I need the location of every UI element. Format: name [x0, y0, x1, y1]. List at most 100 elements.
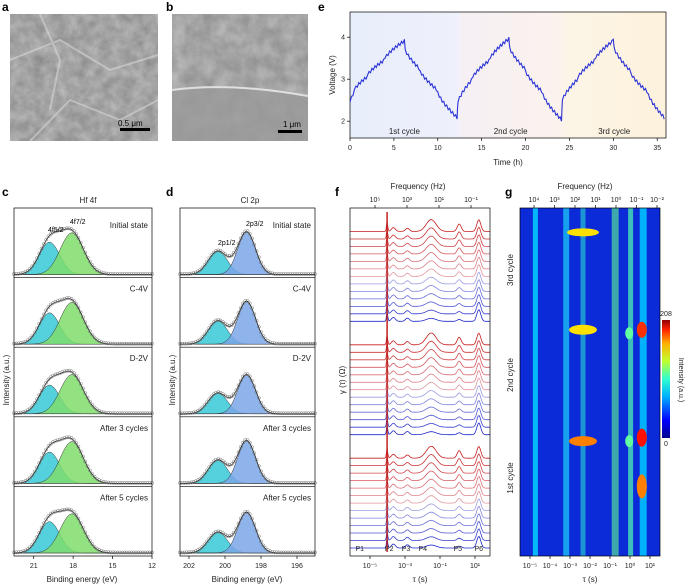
data-point — [51, 301, 55, 305]
heatmap-peak — [567, 228, 599, 237]
x-tick-label-g: 10⁻¹ — [603, 563, 617, 570]
data-point — [117, 341, 122, 346]
colorbar — [662, 320, 670, 438]
data-point — [140, 481, 145, 485]
data-point — [243, 510, 248, 514]
data-point — [283, 550, 288, 555]
y-axis-title-e: Voltage (V) — [328, 55, 337, 95]
data-point — [32, 260, 37, 265]
data-point — [225, 462, 230, 467]
data-point — [138, 341, 143, 346]
data-point — [55, 509, 60, 513]
drt-curve — [350, 301, 490, 315]
data-point — [101, 410, 106, 415]
data-point — [97, 339, 101, 343]
panel-label-b: b — [166, 0, 173, 14]
data-point — [30, 473, 35, 477]
data-point — [143, 550, 147, 555]
data-point — [265, 478, 270, 483]
envelope-line — [180, 231, 315, 275]
data-point — [147, 341, 152, 346]
data-point — [308, 341, 313, 346]
data-point — [19, 410, 23, 415]
drt-curve — [350, 414, 490, 428]
heatmap-peak — [569, 436, 597, 447]
data-point — [247, 374, 252, 379]
drt-curve — [350, 340, 490, 353]
data-point — [85, 255, 90, 260]
heatmap-band — [532, 208, 538, 556]
data-point — [83, 530, 88, 535]
data-point — [14, 550, 19, 555]
data-point — [37, 251, 42, 256]
data-point — [88, 538, 92, 543]
data-point — [14, 411, 19, 416]
data-point — [19, 550, 23, 554]
data-point — [53, 229, 58, 234]
data-point — [136, 411, 141, 416]
data-point — [28, 266, 32, 271]
drt-curve — [350, 392, 490, 406]
data-point — [115, 411, 120, 416]
data-point — [143, 411, 147, 416]
data-point — [37, 393, 42, 397]
data-point — [120, 481, 124, 485]
data-point — [295, 411, 299, 416]
data-point — [290, 411, 295, 416]
data-point — [32, 330, 37, 335]
data-point — [184, 341, 189, 346]
data-point — [25, 477, 30, 482]
panel-label-d: d — [166, 185, 173, 199]
drt-curve — [350, 369, 490, 383]
drt-curve — [350, 483, 490, 497]
data-point — [99, 479, 104, 484]
envelope-line — [14, 298, 152, 345]
data-point — [180, 272, 185, 276]
data-point — [39, 388, 44, 393]
drt-curve — [350, 505, 490, 519]
data-point — [53, 372, 58, 377]
data-point — [277, 272, 281, 276]
data-point — [127, 481, 131, 485]
data-point — [205, 259, 209, 264]
data-point — [90, 542, 95, 546]
state-label: After 3 cycles — [263, 424, 311, 433]
x-tick-label-f: 10¹ — [470, 563, 481, 570]
data-point — [19, 271, 23, 276]
data-point — [214, 390, 218, 395]
data-point — [32, 539, 37, 544]
cycle-2-band — [458, 12, 563, 138]
data-point — [263, 476, 268, 481]
data-point — [214, 318, 218, 323]
y-tick-label-e: 3 — [341, 77, 345, 84]
data-point — [55, 371, 60, 376]
data-point — [115, 550, 120, 555]
data-point — [67, 226, 72, 231]
data-point — [180, 481, 185, 485]
colorbar-title: Intensity (a.u.) — [677, 358, 684, 402]
drt-heatmap-chart: Frequency (Hz) 10⁻⁵ 10⁻⁴ 10⁻³ 10⁻² 10⁻¹ 10⁰ 10… — [506, 182, 684, 584]
data-point — [97, 478, 101, 483]
data-point — [30, 333, 35, 338]
data-point — [67, 368, 72, 373]
data-point — [106, 271, 111, 276]
drt-curve — [350, 294, 490, 307]
data-point — [281, 550, 286, 555]
data-point — [256, 255, 261, 260]
peak-label-f: P2 — [385, 546, 394, 553]
data-point — [85, 325, 90, 329]
data-point — [134, 550, 138, 555]
data-point — [46, 234, 51, 239]
data-point — [60, 508, 65, 513]
data-point — [306, 411, 311, 416]
data-point — [55, 438, 60, 443]
data-point — [101, 480, 106, 484]
data-point — [254, 528, 259, 533]
data-point — [28, 406, 32, 411]
data-point — [101, 549, 106, 554]
x2-tick-label-g: 10⁻¹ — [630, 197, 644, 204]
data-point — [108, 341, 113, 346]
data-point — [28, 475, 32, 480]
data-point — [290, 481, 295, 485]
data-point — [272, 411, 277, 415]
